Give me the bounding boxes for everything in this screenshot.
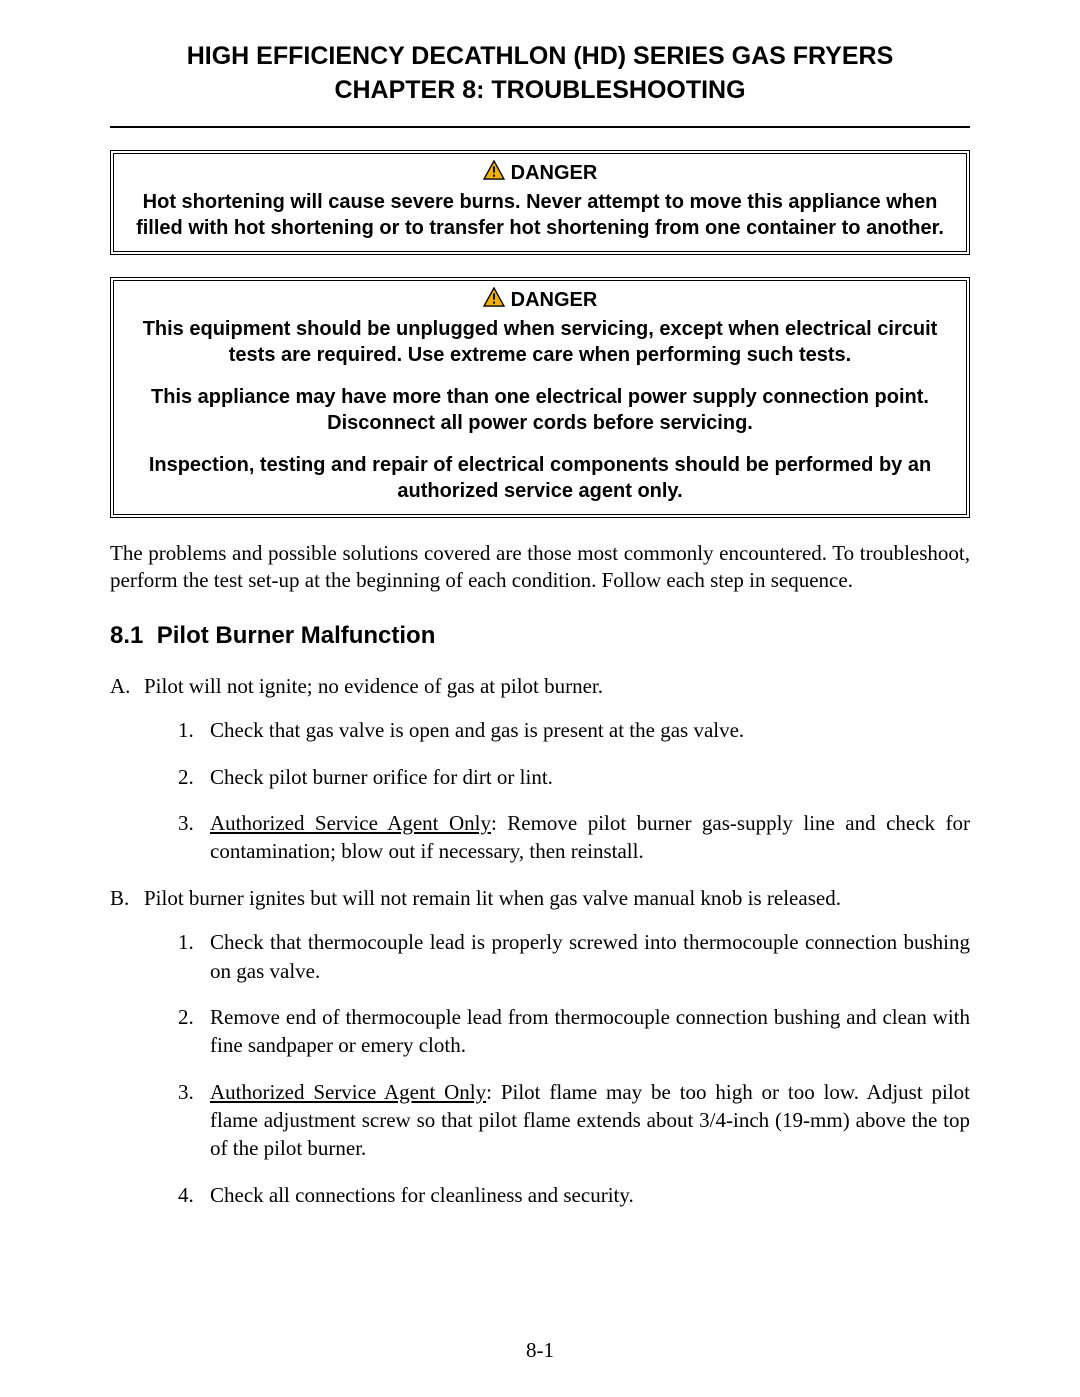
marker-b2: 2. bbox=[110, 1003, 210, 1060]
title-line-1: HIGH EFFICIENCY DECATHLON (HD) SERIES GA… bbox=[110, 40, 970, 74]
title-rule bbox=[110, 126, 970, 128]
list-item-a2: 2. Check pilot burner orifice for dirt o… bbox=[110, 763, 970, 791]
danger-2-para-3: Inspection, testing and repair of electr… bbox=[124, 452, 956, 504]
danger-header-2: DANGER bbox=[483, 287, 598, 314]
list-item-a1: 1. Check that gas valve is open and gas … bbox=[110, 716, 970, 744]
list-item-b2: 2. Remove end of thermocouple lead from … bbox=[110, 1003, 970, 1060]
list-item-a3: 3. Authorized Service Agent Only: Remove… bbox=[110, 809, 970, 866]
text-b3: Authorized Service Agent Only: Pilot fla… bbox=[210, 1078, 970, 1163]
list-item-b3: 3. Authorized Service Agent Only: Pilot … bbox=[110, 1078, 970, 1163]
alpha-list: A. Pilot will not ignite; no evidence of… bbox=[110, 672, 970, 1209]
list-item-b4: 4. Check all connections for cleanliness… bbox=[110, 1181, 970, 1209]
list-item-b: B. Pilot burner ignites but will not rem… bbox=[110, 884, 970, 912]
marker-b3: 3. bbox=[110, 1078, 210, 1163]
danger-body-2: This equipment should be unplugged when … bbox=[124, 316, 956, 504]
warning-icon bbox=[483, 287, 505, 314]
section-title: Pilot Burner Malfunction bbox=[157, 622, 436, 649]
page-container: HIGH EFFICIENCY DECATHLON (HD) SERIES GA… bbox=[0, 0, 1080, 1397]
danger-label-2: DANGER bbox=[511, 287, 598, 313]
section-heading: 8.1 Pilot Burner Malfunction bbox=[110, 622, 970, 650]
list-marker-a: A. bbox=[110, 672, 144, 700]
text-b3-underline: Authorized Service Agent Only bbox=[210, 1080, 486, 1104]
text-b2: Remove end of thermocouple lead from the… bbox=[210, 1003, 970, 1060]
danger-body-1: Hot shortening will cause severe burns. … bbox=[124, 189, 956, 241]
text-a2: Check pilot burner orifice for dirt or l… bbox=[210, 763, 970, 791]
marker-b4: 4. bbox=[110, 1181, 210, 1209]
marker-b1: 1. bbox=[110, 928, 210, 985]
title-line-2: CHAPTER 8: TROUBLESHOOTING bbox=[110, 74, 970, 108]
list-a-sublist: 1. Check that gas valve is open and gas … bbox=[110, 716, 970, 865]
list-text-a: Pilot will not ignite; no evidence of ga… bbox=[144, 672, 970, 700]
marker-a2: 2. bbox=[110, 763, 210, 791]
text-a1: Check that gas valve is open and gas is … bbox=[210, 716, 970, 744]
text-b4: Check all connections for cleanliness an… bbox=[210, 1181, 970, 1209]
page-title-block: HIGH EFFICIENCY DECATHLON (HD) SERIES GA… bbox=[110, 40, 970, 108]
intro-paragraph: The problems and possible solutions cove… bbox=[110, 540, 970, 595]
danger-box-2: DANGER This equipment should be unplugge… bbox=[110, 277, 970, 518]
text-b1: Check that thermocouple lead is properly… bbox=[210, 928, 970, 985]
marker-a3: 3. bbox=[110, 809, 210, 866]
warning-icon bbox=[483, 160, 505, 187]
danger-label-1: DANGER bbox=[511, 160, 598, 186]
danger-box-1: DANGER Hot shortening will cause severe … bbox=[110, 150, 970, 255]
danger-header-1: DANGER bbox=[483, 160, 598, 187]
danger-2-para-1: This equipment should be unplugged when … bbox=[124, 316, 956, 368]
list-marker-b: B. bbox=[110, 884, 144, 912]
list-item-a: A. Pilot will not ignite; no evidence of… bbox=[110, 672, 970, 700]
list-text-b: Pilot burner ignites but will not remain… bbox=[144, 884, 970, 912]
text-a3: Authorized Service Agent Only: Remove pi… bbox=[210, 809, 970, 866]
marker-a1: 1. bbox=[110, 716, 210, 744]
text-a3-underline: Authorized Service Agent Only bbox=[210, 811, 491, 835]
danger-2-para-2: This appliance may have more than one el… bbox=[124, 384, 956, 436]
section-number: 8.1 bbox=[110, 622, 143, 649]
list-b-sublist: 1. Check that thermocouple lead is prope… bbox=[110, 928, 970, 1209]
page-number: 8-1 bbox=[0, 1338, 1080, 1363]
danger-1-para-1: Hot shortening will cause severe burns. … bbox=[124, 189, 956, 241]
list-item-b1: 1. Check that thermocouple lead is prope… bbox=[110, 928, 970, 985]
